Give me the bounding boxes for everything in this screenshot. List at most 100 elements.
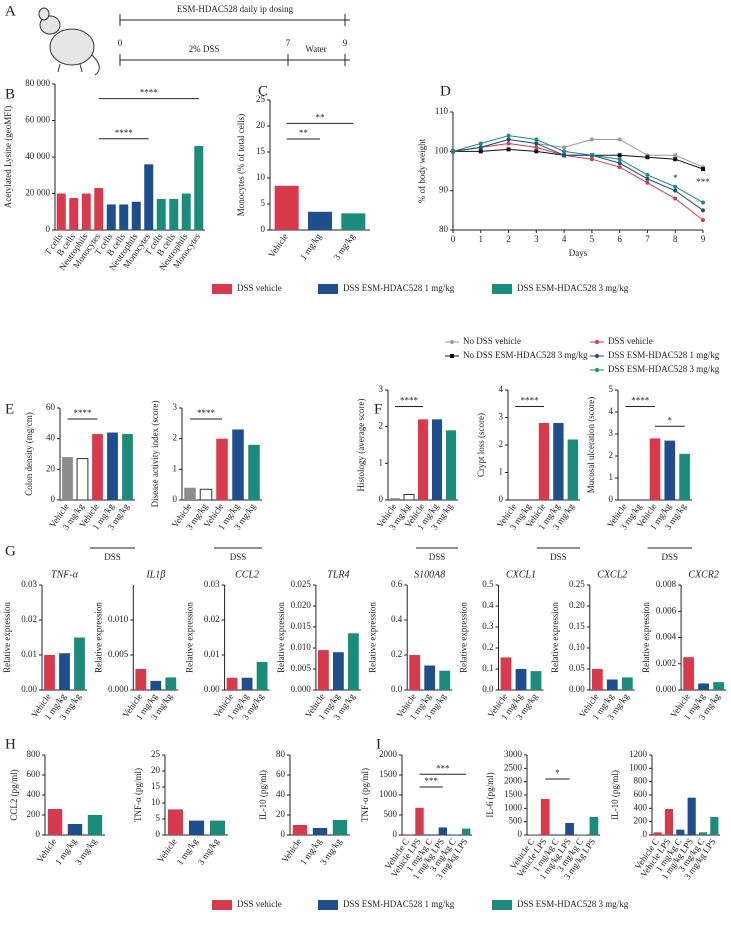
day-label: 7 [286, 38, 291, 48]
legend-marker [450, 354, 454, 358]
line [452, 135, 704, 203]
marker [478, 149, 483, 154]
tick-label: 8 [673, 234, 678, 244]
x-tick-label: 3 mg/kg [331, 231, 357, 262]
bar [292, 825, 308, 835]
tick-label: 800 [634, 776, 648, 786]
tick-label: 4 [499, 384, 504, 394]
panel-label: B [5, 86, 15, 102]
bar [450, 834, 459, 835]
annotation: *** [696, 177, 710, 187]
significance-label: **** [115, 128, 134, 138]
tick-label: 0.02 [21, 614, 37, 624]
tick-label: 0 [36, 829, 41, 839]
tick-label: 0 [173, 494, 178, 504]
tick-label: 20 000 [25, 188, 50, 198]
tick-label: 200 [634, 816, 648, 826]
tick-label: 0.02 [204, 614, 220, 624]
bar [698, 832, 708, 835]
bar [528, 834, 538, 835]
bar [403, 834, 413, 835]
tick-label: 1 [173, 463, 178, 473]
tick-label: 0 [451, 234, 456, 244]
tick-label: 0.3 [482, 621, 494, 631]
bar [439, 670, 451, 690]
tick-label: 200 [27, 809, 41, 819]
bar [167, 809, 184, 835]
dss-label: 2% DSS [189, 44, 220, 54]
tick-label: 0 [261, 224, 266, 234]
significance-label: * [668, 415, 673, 425]
water-label: Water [305, 44, 326, 54]
tick-label: 0.000 [108, 684, 129, 694]
significance-label: *** [424, 776, 438, 786]
tick-label: 80 [439, 224, 449, 234]
tick-label: 0 [393, 829, 398, 839]
tick-label: 0.010 [108, 614, 129, 624]
legend-label: DSS ESM-HDAC528 1 mg/kg [343, 899, 455, 909]
day-label: 9 [343, 38, 348, 48]
y-axis-label: Relative expression [367, 602, 377, 673]
legend-swatch [492, 284, 512, 294]
tick-label: 40 [276, 789, 286, 799]
legend-swatch [318, 284, 338, 294]
bar [119, 204, 129, 230]
tick-label: 1 [609, 472, 614, 482]
legend-marker [595, 340, 599, 344]
tick-label: 2 [506, 234, 511, 244]
legend-swatch [212, 284, 232, 294]
marker [645, 155, 650, 160]
bar [389, 498, 401, 500]
bar [676, 829, 685, 835]
tick-label: 20 [276, 809, 286, 819]
bar [653, 832, 662, 835]
tick-label: 0 [156, 829, 161, 839]
legend-label: DSS ESM-HDAC528 3 mg/kg [517, 899, 629, 909]
bar [94, 188, 104, 230]
marker [701, 200, 705, 205]
significance-label: **** [197, 408, 216, 418]
bar [553, 423, 564, 500]
tick-label: 0.05 [569, 663, 585, 673]
bar [664, 809, 674, 835]
tick-label: 2 [173, 433, 178, 443]
tick-label: 3 [534, 234, 539, 244]
tick-label: 0.005 [291, 663, 312, 673]
y-axis-label: Relative expression [2, 602, 12, 673]
x-tick-label: 3 mg/kg [73, 836, 99, 867]
tick-label: 1200 [629, 749, 648, 759]
tick-label: 400 [634, 802, 648, 812]
legend-label: No DSS ESM-HDAC528 3 mg/kg [463, 350, 588, 360]
bar [461, 828, 471, 835]
marker [673, 157, 678, 162]
bar [87, 815, 103, 835]
panel-label: D [440, 83, 451, 99]
bar [591, 669, 603, 690]
bar [150, 680, 162, 690]
tick-label: 0.03 [21, 579, 37, 589]
legend-marker [595, 354, 599, 358]
bar [341, 213, 366, 230]
significance-label: *** [436, 763, 450, 773]
marker [589, 137, 594, 142]
bar [184, 487, 196, 500]
x-tick-label: 3 mg/kg [318, 836, 344, 867]
marker [645, 180, 650, 185]
tick-label: 0.1 [482, 663, 493, 673]
x-tick-label: 3 mg/kg [196, 836, 222, 867]
marker [617, 157, 622, 162]
chart-title: TNF-α [51, 569, 79, 580]
tick-label: 0 [379, 494, 384, 504]
tick-label: 1 [379, 457, 384, 467]
tick-label: 80 000 [25, 78, 50, 88]
marker [478, 145, 483, 150]
chart-title: TLR4 [327, 569, 349, 580]
group-label: DSS [429, 552, 446, 562]
bar [92, 434, 103, 500]
tick-label: 0.00 [569, 684, 585, 694]
significance-label: **** [521, 396, 540, 406]
bar [577, 834, 587, 835]
tick-label: 5 [609, 384, 614, 394]
marker [589, 153, 594, 158]
